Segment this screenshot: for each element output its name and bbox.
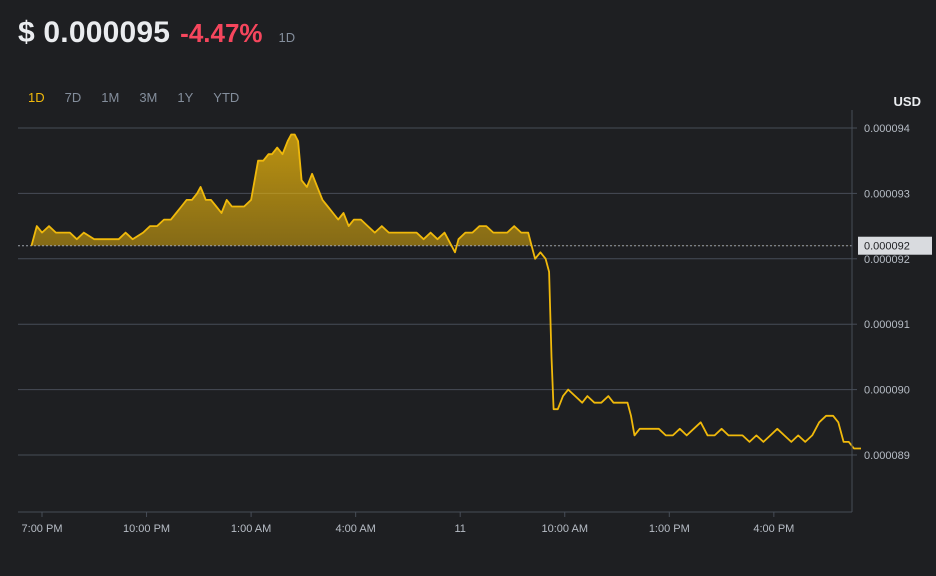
tab-3m[interactable]: 3M bbox=[139, 90, 158, 105]
x-tick-label: 1:00 AM bbox=[231, 523, 271, 535]
tab-1d[interactable]: 1D bbox=[28, 90, 45, 105]
axes bbox=[18, 110, 853, 513]
current-price: $ 0.000095 bbox=[18, 16, 171, 49]
y-tick-label: 0.000094 bbox=[864, 123, 910, 135]
tab-1y[interactable]: 1Y bbox=[177, 90, 194, 105]
price-header: $ 0.000095 -4.47% 1D bbox=[18, 16, 295, 50]
x-tick-label: 4:00 AM bbox=[335, 523, 375, 535]
y-tick-label: 0.000091 bbox=[864, 319, 910, 331]
x-tick-label: 1:00 PM bbox=[649, 523, 690, 535]
tab-1m[interactable]: 1M bbox=[101, 90, 120, 105]
baseline-label-box bbox=[858, 236, 932, 255]
time-range-tabs: 1D 7D 1M 3M 1Y YTD bbox=[18, 87, 249, 108]
baseline-label: 0.000092 bbox=[864, 241, 910, 253]
current-price-marker: 0.000092 bbox=[858, 236, 932, 255]
price-change-percent: -4.47% bbox=[180, 18, 263, 48]
area-fill-path bbox=[31, 134, 852, 246]
x-axis-ticks: 7:00 PM 10:00 PM 1:00 AM 4:00 AM 11 10:00 AM 1… bbox=[22, 512, 794, 535]
series-line bbox=[30, 133, 861, 450]
series-line-layer bbox=[30, 133, 861, 450]
x-tick-label: 10:00 PM bbox=[123, 523, 170, 535]
x-tick-label: 10:00 AM bbox=[542, 523, 588, 535]
tab-ytd[interactable]: YTD bbox=[213, 90, 240, 105]
x-tick-label: 11 bbox=[454, 523, 465, 535]
grid-lines bbox=[18, 127, 852, 456]
y-tick-label: 0.000090 bbox=[864, 385, 910, 397]
x-tick-label: 7:00 PM bbox=[22, 523, 63, 535]
price-change-period: 1D bbox=[278, 30, 296, 45]
y-tick-label: 0.000093 bbox=[864, 188, 910, 200]
tab-7d[interactable]: 7D bbox=[64, 90, 82, 105]
y-axis-ticks: 0.000094 0.000093 0.000092 0.000091 0.000090… bbox=[852, 123, 910, 462]
area-fill bbox=[31, 134, 852, 246]
y-tick-label: 0.000089 bbox=[864, 450, 910, 462]
x-tick-label: 4:00 PM bbox=[753, 523, 794, 535]
currency-label: USD bbox=[893, 94, 921, 109]
y-tick-label: 0.000092 bbox=[864, 254, 910, 266]
